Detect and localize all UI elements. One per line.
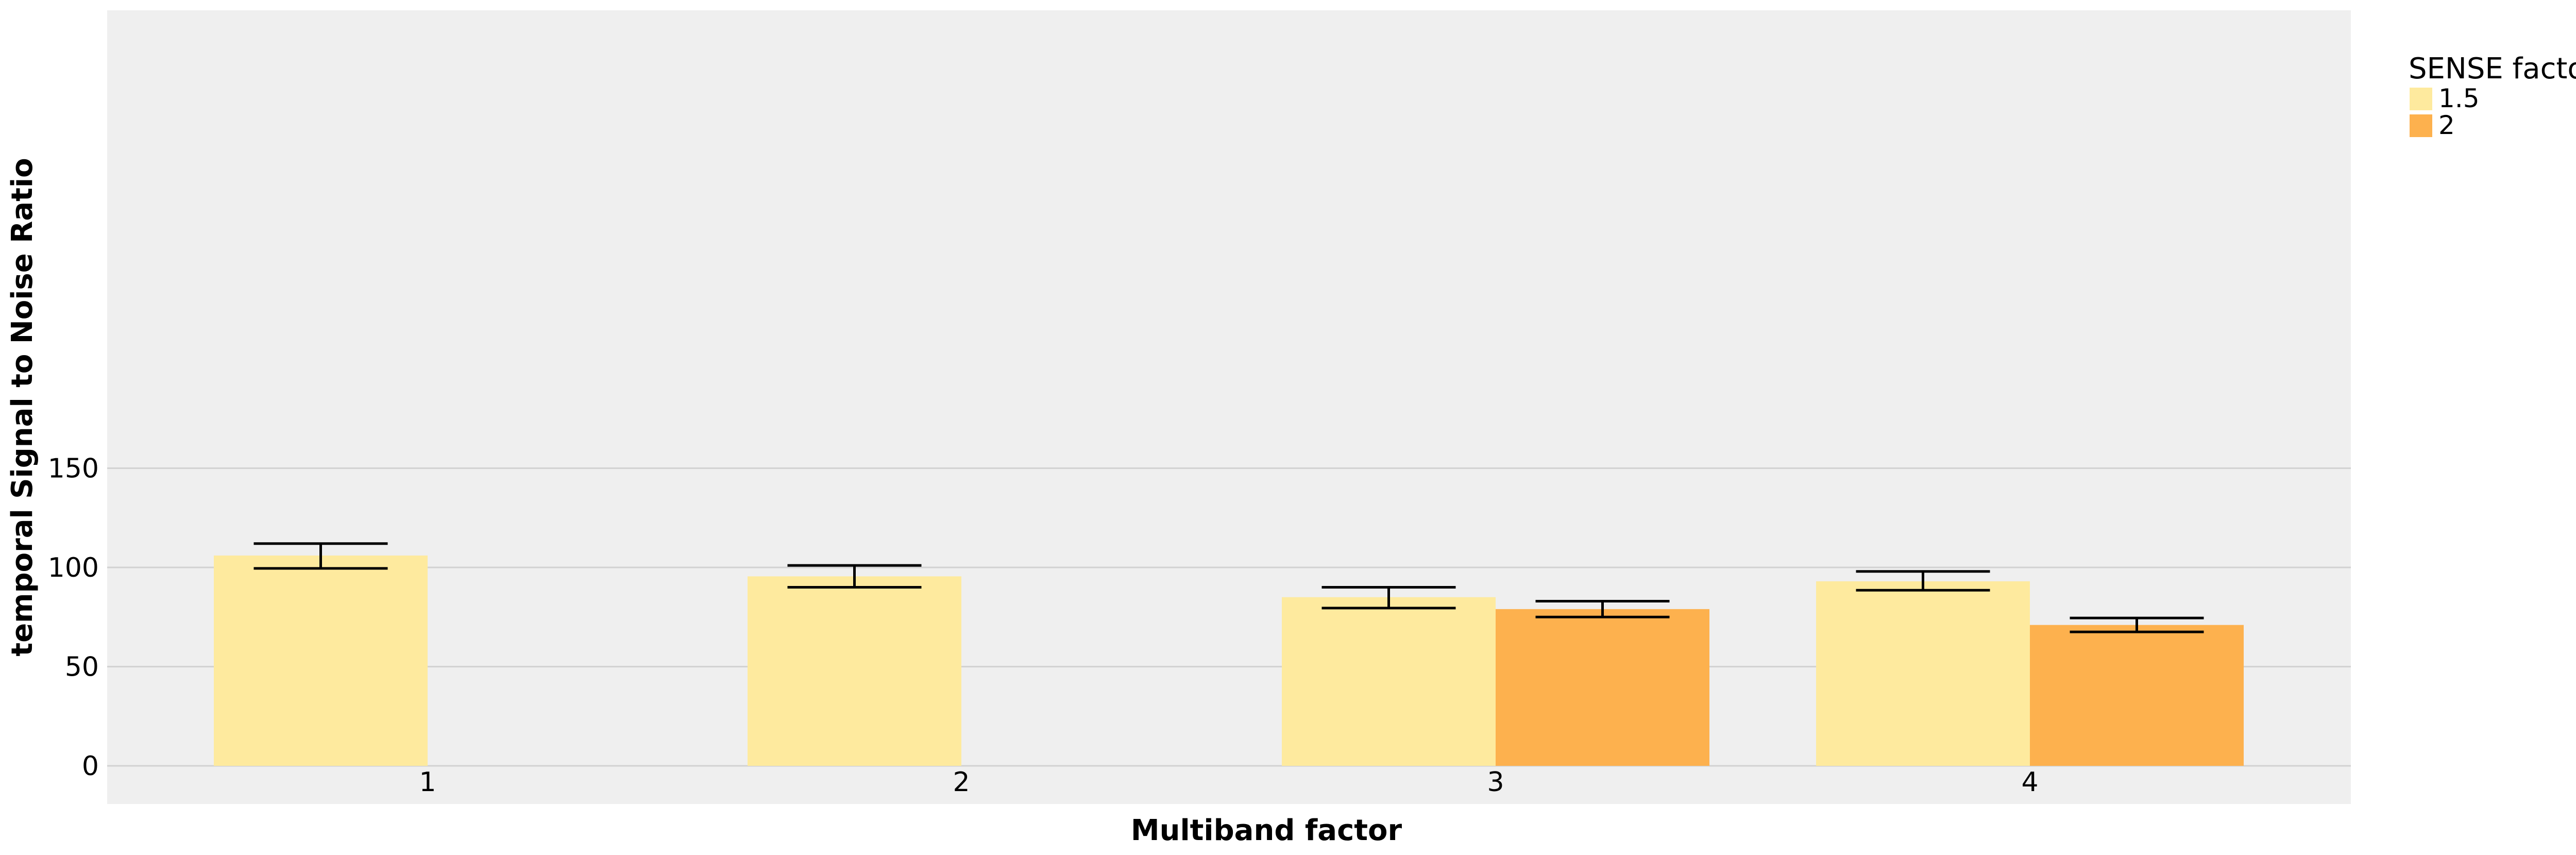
bar — [748, 576, 961, 766]
legend: SENSE factor 1.52 — [2409, 52, 2576, 140]
bar — [2030, 625, 2244, 766]
y-axis-title: temporal Signal to Noise Ratio — [6, 158, 39, 656]
legend-label: 2 — [2438, 110, 2455, 140]
legend-title: SENSE factor — [2409, 52, 2576, 86]
x-tick-label: 3 — [1487, 767, 1504, 798]
bar — [1816, 581, 2030, 766]
legend-label: 1.5 — [2438, 83, 2480, 113]
bar — [214, 555, 428, 766]
y-tick-label: 0 — [82, 751, 99, 782]
bar — [1496, 609, 1709, 766]
x-tick-label: 1 — [419, 767, 436, 798]
x-tick-label: 2 — [953, 767, 970, 798]
bars — [214, 555, 2244, 766]
y-tick-label: 50 — [65, 652, 99, 683]
x-tick-label: 4 — [2021, 767, 2038, 798]
y-tick-labels: 0 50 100 150 — [48, 454, 99, 782]
y-tick-label: 150 — [48, 454, 99, 484]
legend-swatch — [2410, 88, 2432, 110]
x-tick-labels: 1 2 3 4 — [419, 767, 2038, 798]
legend-swatch — [2410, 114, 2432, 137]
y-tick-label: 100 — [48, 552, 99, 583]
bar — [1282, 597, 1496, 766]
error-bars — [253, 542, 2204, 633]
x-axis-title: Multiband factor — [1131, 814, 1402, 847]
